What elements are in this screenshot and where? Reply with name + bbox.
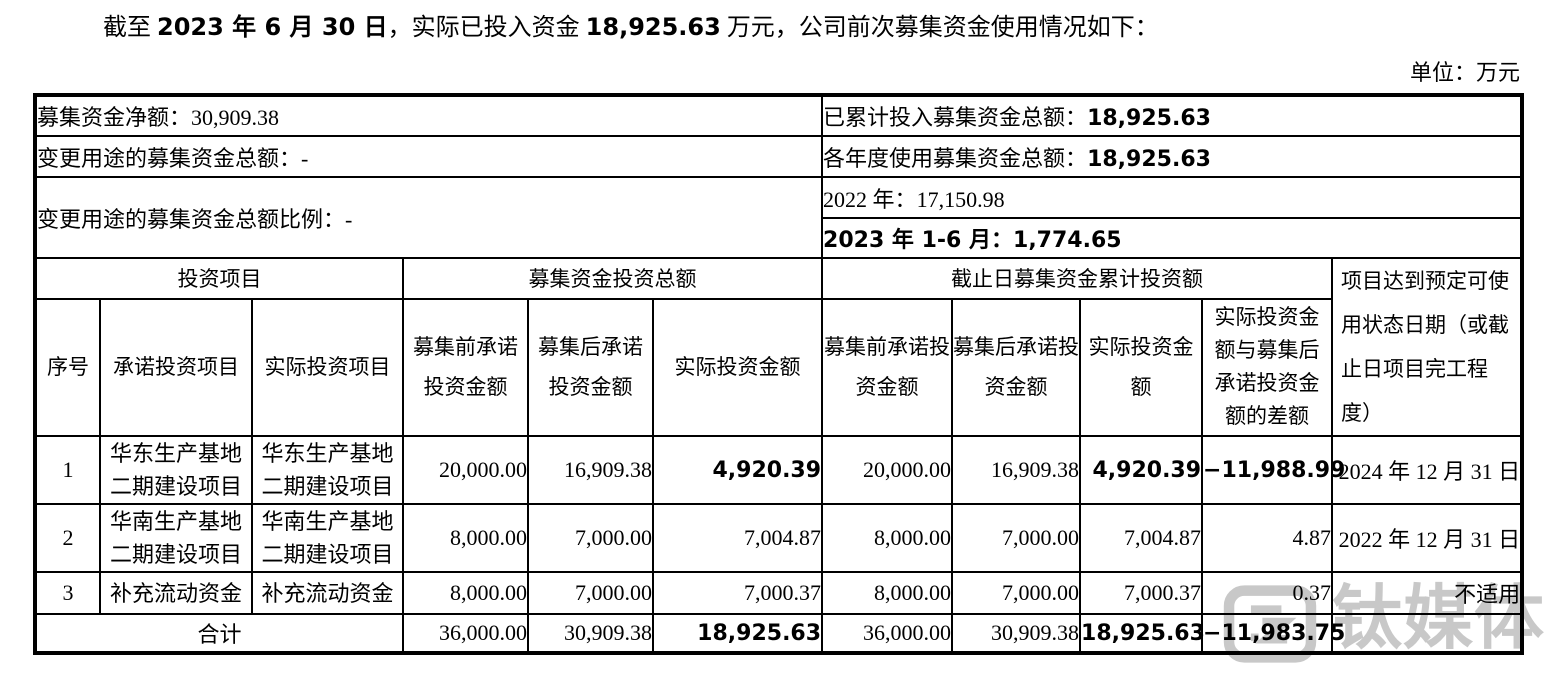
row1-cutoff-pre: 20,000.00 <box>821 435 954 505</box>
table-row: 2 华南生产基地二期建设项目 华南生产基地二期建设项目 8,000.00 7,0… <box>34 503 1524 573</box>
changed-ratio-label: 变更用途的募集资金总额比例： <box>37 206 346 232</box>
row2-actual-project: 华南生产基地二期建设项目 <box>251 503 404 573</box>
row1-cutoff-actual: 4,920.39 <box>1079 435 1204 505</box>
row1-committed-project: 华东生产基地二期建设项目 <box>99 435 253 505</box>
row2-cutoff-post: 7,000.00 <box>951 503 1082 573</box>
col-header-cutoff-actual-amount: 实际投资金额 <box>1079 297 1204 438</box>
year-2022-cell: 2022 年：17,150.98 <box>821 176 1524 219</box>
col-header-actual-project: 实际投资项目 <box>251 297 404 438</box>
total-cutoff-actual: 18,925.63 <box>1079 613 1205 654</box>
intro-date: 2023 年 6 月 30 日 <box>157 13 388 41</box>
intro-amount: 18,925.63 <box>585 13 721 41</box>
row3-diff: 0.37 <box>1201 571 1334 615</box>
row2-cutoff-actual: 7,004.87 <box>1079 503 1204 573</box>
group-header-cutoff-total: 截止日募集资金累计投资额 <box>821 257 1334 300</box>
total-row: 合计 36,000.00 30,909.38 18,925.63 36,000.… <box>34 613 1524 654</box>
year-2023-cell: 2023 年 1-6 月：1,774.65 <box>821 217 1524 259</box>
row2-cutoff-pre: 8,000.00 <box>821 503 954 573</box>
row3-cutoff-actual: 7,000.37 <box>1079 571 1204 615</box>
column-header-row: 序号 承诺投资项目 实际投资项目 募集前承诺投资金额 募集后承诺投资金额 实际投… <box>34 297 1522 438</box>
col-header-actual-amount: 实际投资金额 <box>651 297 824 438</box>
row2-diff: 4.87 <box>1201 503 1334 573</box>
table-row: 1 华东生产基地二期建设项目 华东生产基地二期建设项目 20,000.00 16… <box>34 435 1524 505</box>
row3-actual: 7,000.37 <box>651 571 824 615</box>
row2-seq: 2 <box>34 503 101 573</box>
net-amount-value: 30,909.38 <box>191 105 280 130</box>
total-label: 合计 <box>34 613 404 654</box>
year-2022-value: 17,150.98 <box>916 186 1005 212</box>
row3-seq: 3 <box>34 571 101 615</box>
col-header-cutoff-post-commit: 募集后承诺投资金额 <box>951 297 1082 438</box>
row2-committed-project: 华南生产基地二期建设项目 <box>99 503 253 573</box>
col-header-pre-commit: 募集前承诺投资金额 <box>402 297 529 438</box>
total-cutoff-post: 30,909.38 <box>951 613 1082 654</box>
group-header-ready-date: 项目达到预定可使用状态日期（或截止日项目完工程度） <box>1331 257 1524 437</box>
row1-cutoff-post: 16,909.38 <box>951 435 1082 505</box>
cumulative-invested-cell: 已累计投入募集资金总额：18,925.63 <box>821 94 1524 137</box>
row3-cutoff-pre: 8,000.00 <box>821 571 954 615</box>
row3-pre: 8,000.00 <box>402 571 529 615</box>
year-2022-label: 2022 年： <box>823 186 917 212</box>
summary-row-1: 募集资金净额：30,909.38 已累计投入募集资金总额：18,925.63 <box>33 94 1524 137</box>
net-amount-label: 募集资金净额： <box>37 105 192 130</box>
group-header-row: 投资项目 募集资金投资总额 截止日募集资金累计投资额 项目达到预定可使用状态日期… <box>34 257 1524 437</box>
row1-actual-project: 华东生产基地二期建设项目 <box>251 435 404 505</box>
changed-total-value: - <box>301 145 309 171</box>
row1-pre: 20,000.00 <box>402 435 529 505</box>
intro-prefix: 截至 <box>103 15 157 41</box>
changed-ratio-value: - <box>345 206 353 232</box>
changed-total-cell: 变更用途的募集资金总额：- <box>33 135 824 178</box>
yearly-total-value: 18,925.63 <box>1087 146 1211 172</box>
col-header-committed-project: 承诺投资项目 <box>99 297 253 438</box>
cumulative-invested-value: 18,925.63 <box>1087 106 1211 131</box>
intro-suffix: 万元，公司前次募集资金使用情况如下： <box>720 15 1159 41</box>
row1-actual: 4,920.39 <box>651 435 824 505</box>
row2-ready-date: 2022 年 12 月 31 日 <box>1331 503 1524 573</box>
unit-label: 单位：万元 <box>1409 60 1520 85</box>
intro-middle: ，实际已投入资金 <box>387 15 586 41</box>
col-header-diff: 实际投资金额与募集后承诺投资金额的差额 <box>1201 297 1334 438</box>
summary-row-3: 变更用途的募集资金总额比例：- 2022 年：17,150.98 <box>33 176 1524 259</box>
row3-ready-date: 不适用 <box>1331 571 1524 615</box>
group-header-raise-total: 募集资金投资总额 <box>401 257 824 300</box>
row1-seq: 1 <box>34 435 101 505</box>
total-date-cell-empty <box>1331 613 1524 654</box>
row3-cutoff-post: 7,000.00 <box>951 571 1082 615</box>
col-header-cutoff-pre-commit: 募集前承诺投资金额 <box>821 297 954 438</box>
row3-post: 7,000.00 <box>527 571 654 615</box>
document-page: 钛媒体 截至 2023 年 6 月 30 日，实际已投入资金 18,925.63… <box>0 12 1554 678</box>
yearly-total-cell: 各年度使用募集资金总额：18,925.63 <box>821 135 1524 178</box>
summary-row-4: 2023 年 1-6 月：1,774.65 <box>35 217 1524 259</box>
row2-post: 7,000.00 <box>527 503 654 573</box>
year-2023-label: 2023 年 1-6 月： <box>823 228 1014 253</box>
year-2023-value: 1,774.65 <box>1013 228 1122 253</box>
summary-row-2: 变更用途的募集资金总额：- 各年度使用募集资金总额：18,925.63 <box>33 135 1524 178</box>
row1-post: 16,909.38 <box>527 435 654 505</box>
row2-pre: 8,000.00 <box>402 503 529 573</box>
row3-actual-project: 补充流动资金 <box>251 571 404 615</box>
intro-paragraph: 截至 2023 年 6 月 30 日，实际已投入资金 18,925.63 万元，… <box>103 12 1524 43</box>
yearly-total-label: 各年度使用募集资金总额： <box>823 145 1088 171</box>
total-actual: 18,925.63 <box>651 613 824 654</box>
total-post: 30,909.38 <box>527 613 654 654</box>
row1-ready-date: 2024 年 12 月 31 日 <box>1331 435 1524 505</box>
row1-diff: −11,988.99 <box>1201 435 1345 505</box>
total-cutoff-pre: 36,000.00 <box>821 613 954 654</box>
table-row: 3 补充流动资金 补充流动资金 8,000.00 7,000.00 7,000.… <box>34 571 1524 615</box>
net-amount-cell: 募集资金净额：30,909.38 <box>33 94 824 137</box>
col-header-seq: 序号 <box>34 297 101 438</box>
funds-usage-table: 募集资金净额：30,909.38 已累计投入募集资金总额：18,925.63 变… <box>33 93 1525 655</box>
cumulative-invested-label: 已累计投入募集资金总额： <box>823 105 1088 130</box>
total-pre: 36,000.00 <box>402 613 529 654</box>
row3-committed-project: 补充流动资金 <box>99 571 253 615</box>
col-header-post-commit: 募集后承诺投资金额 <box>527 297 654 438</box>
row2-actual: 7,004.87 <box>651 503 824 573</box>
changed-ratio-cell: 变更用途的募集资金总额比例：- <box>33 176 824 259</box>
changed-total-label: 变更用途的募集资金总额： <box>37 145 302 171</box>
total-diff: −11,983.75 <box>1201 613 1345 654</box>
group-header-project: 投资项目 <box>34 257 404 300</box>
